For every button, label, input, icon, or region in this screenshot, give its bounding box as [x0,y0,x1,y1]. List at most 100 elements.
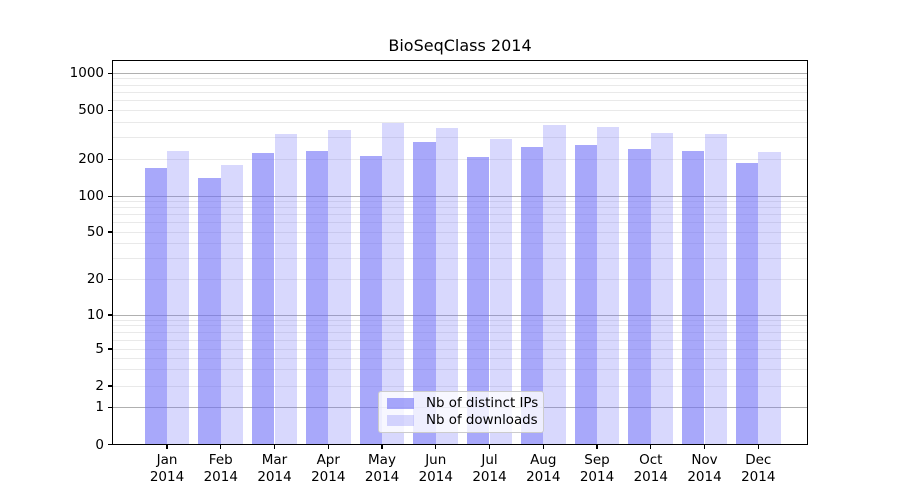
month-label: Jan [156,452,178,468]
gridline-minor-30 [112,257,808,259]
year-label: 2014 [472,469,507,485]
year-label: 2014 [311,469,346,485]
gridline-minor-200 [112,158,808,160]
gridline-minor-20 [112,278,808,280]
bar-jul-distinct-ips [467,156,490,445]
gridline-minor-50 [112,231,808,233]
gridline-major-1000 [112,72,808,74]
y-tick-label-50: 50 [86,224,104,241]
y-tick-label-0: 0 [95,436,104,453]
y-tick-label-2: 2 [95,378,104,394]
gridline-minor-500 [112,109,808,111]
bar-may-downloads [382,123,405,445]
gridline-minor-800 [112,84,808,86]
y-tick-500 [108,109,112,111]
x-tick-label-mar: Mar 2014 [243,452,307,486]
gridline-minor-6 [112,339,808,341]
gridline-minor-300 [112,137,808,139]
year-label: 2014 [418,469,453,485]
gridline-minor-4 [112,357,808,359]
x-tick-label-feb: Feb 2014 [189,452,253,486]
y-tick-label-1: 1 [95,399,104,416]
month-label: Oct [639,452,663,468]
bar-feb-distinct-ips [198,178,221,445]
x-tick-jul [488,445,491,449]
x-tick-label-jul: Jul 2014 [458,452,522,486]
month-label: Nov [691,452,718,468]
x-tick-label-aug: Aug 2014 [511,452,575,486]
gridline-minor-80 [112,207,808,209]
year-label: 2014 [149,469,185,485]
y-tick-label-1000: 1000 [69,65,104,82]
bar-oct-distinct-ips [628,149,651,445]
year-label: 2014 [633,469,668,485]
bar-jan-downloads [167,151,190,445]
legend-swatch-distinct-ips [387,398,414,409]
x-tick-label-jan: Jan 2014 [135,452,199,486]
gridline-minor-7 [112,331,808,333]
x-tick-label-oct: Oct 2014 [619,452,683,486]
bar-feb-downloads [220,164,244,445]
legend-row-distinct-ips: Nb of distinct IPs [387,395,543,412]
x-tick-dec [757,445,759,449]
gridline-minor-9 [112,319,808,321]
x-tick-label-dec: Dec 2014 [726,452,790,486]
legend-label-distinct-ips: Nb of distinct IPs [426,396,539,411]
bar-jul-downloads [489,139,512,445]
x-tick-label-may: May 2014 [350,452,414,486]
bar-jun-distinct-ips [413,142,436,445]
year-label: 2014 [579,469,615,485]
gridline-minor-60 [112,222,808,224]
gridline-minor-40 [112,243,808,245]
gridline-minor-5 [112,348,808,350]
bar-nov-distinct-ips [682,151,705,445]
x-tick-label-jun: Jun 2014 [404,452,468,486]
bar-mar-downloads [274,133,297,445]
year-label: 2014 [741,469,776,485]
x-tick-label-apr: Apr 2014 [296,452,360,486]
bar-apr-downloads [328,129,351,445]
year-label: 2014 [687,469,722,485]
y-tick-1 [108,406,112,408]
bar-oct-downloads [650,132,674,445]
y-tick-1000 [108,72,112,74]
gridline-major-100 [112,195,808,197]
bar-sep-distinct-ips [574,145,597,445]
bar-aug-downloads [543,124,566,445]
bar-mar-distinct-ips [252,152,275,445]
y-tick-label-200: 200 [78,151,104,168]
bar-jan-distinct-ips [144,167,167,445]
gridline-minor-3 [112,369,808,371]
year-label: 2014 [203,469,238,485]
bar-jun-downloads [435,127,459,445]
month-label: Sep [584,452,610,468]
y-tick-0 [108,443,112,446]
legend-label-downloads: Nb of downloads [426,413,538,428]
x-tick-aug [542,445,544,449]
month-label: Apr [316,452,340,468]
x-tick-jun [435,445,437,449]
gridline-minor-70 [112,214,808,216]
bar-aug-distinct-ips [520,147,544,445]
year-label: 2014 [526,469,561,485]
chart-title: BioSeqClass 2014 [388,36,532,55]
month-label: Aug [530,452,557,468]
month-label: Feb [208,452,233,468]
month-label: Dec [745,452,772,468]
x-tick-nov [703,445,706,449]
x-tick-apr [327,445,329,449]
y-tick-50 [108,231,112,233]
bar-sep-downloads [597,126,620,445]
gridline-minor-2 [112,385,808,387]
y-tick-label-100: 100 [78,188,104,205]
y-tick-5 [108,348,112,350]
bar-apr-distinct-ips [305,151,329,445]
x-tick-oct [650,445,652,449]
y-tick-20 [108,278,112,280]
month-label: Jul [481,452,498,468]
y-tick-200 [108,158,112,160]
y-tick-label-20: 20 [86,271,104,288]
y-tick-100 [108,195,112,197]
month-label: Jun [425,452,447,468]
